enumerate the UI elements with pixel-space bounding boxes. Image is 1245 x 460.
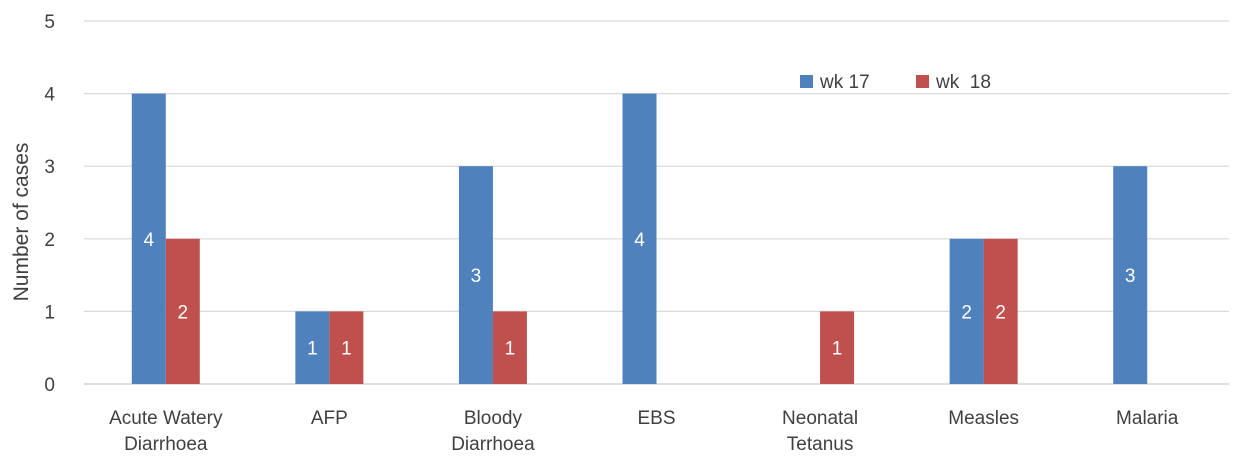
bar-wk17 — [949, 238, 984, 384]
data-label: 3 — [1125, 266, 1136, 287]
data-label: 3 — [471, 266, 482, 287]
bar-wk18 — [329, 311, 364, 384]
y-tick-label: 0 — [44, 375, 55, 396]
category-label: Tetanus — [787, 434, 854, 455]
category-label: Bloody — [464, 408, 523, 429]
bar-wk17 — [622, 93, 657, 384]
legend-swatch — [800, 75, 813, 88]
y-tick-label: 3 — [44, 157, 55, 178]
data-label: 4 — [634, 230, 645, 251]
bar-wk18 — [820, 311, 855, 384]
data-label: 2 — [995, 302, 1006, 323]
y-tick-label: 2 — [44, 230, 55, 251]
category-label: Neonatal — [782, 408, 858, 429]
data-label: 2 — [961, 302, 972, 323]
legend-label: wk 17 — [819, 72, 870, 93]
data-label: 4 — [143, 230, 154, 251]
category-label: Acute Watery — [109, 408, 223, 429]
data-label: 1 — [341, 339, 352, 360]
y-axis-title: Number of cases — [10, 143, 33, 302]
category-label: Malaria — [1116, 408, 1179, 429]
category-label: Diarrhoea — [451, 434, 535, 455]
data-label: 2 — [177, 302, 188, 323]
data-label: 1 — [832, 339, 843, 360]
category-label: EBS — [637, 408, 675, 429]
y-tick-label: 5 — [44, 12, 55, 33]
bar-wk17 — [295, 311, 330, 384]
bar-wk18 — [165, 238, 200, 384]
legend-label: wk 18 — [935, 72, 991, 93]
legend: wk 17 wk 18 — [800, 72, 991, 93]
x-axis-labels: Acute Watery Diarrhoea AFP Bloody Diarrhoea E… — [109, 408, 1179, 455]
y-tick-label: 1 — [44, 302, 55, 323]
bars: 4 2 1 1 3 1 4 1 2 2 3 — [131, 93, 1148, 384]
bar-wk17 — [1113, 166, 1148, 384]
bar-wk17 — [458, 166, 493, 384]
y-tick-label: 4 — [44, 85, 55, 106]
data-label: 1 — [505, 339, 516, 360]
bar-wk18 — [492, 311, 527, 384]
data-label: 1 — [307, 339, 318, 360]
category-label: AFP — [311, 408, 348, 429]
bar-wk17 — [131, 93, 166, 384]
legend-swatch — [916, 75, 929, 88]
bar-wk18 — [983, 238, 1018, 384]
category-label: Measles — [948, 408, 1019, 429]
category-label: Diarrhoea — [124, 434, 208, 455]
y-axis-ticks: 0 1 2 3 4 5 — [44, 12, 55, 396]
